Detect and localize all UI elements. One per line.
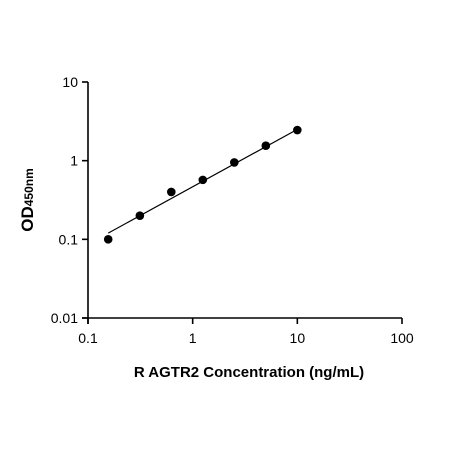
data-point bbox=[135, 211, 145, 220]
data-point bbox=[230, 158, 239, 167]
data-point bbox=[293, 125, 302, 135]
x-tick-label: 0.1 bbox=[78, 330, 98, 346]
y-axis-title: OD450nm bbox=[18, 168, 37, 232]
data-points bbox=[103, 125, 302, 244]
y-tick-label: 10 bbox=[62, 74, 78, 90]
data-point bbox=[103, 235, 113, 244]
x-axis-title: R AGTR2 Concentration (ng/mL) bbox=[134, 364, 364, 381]
x-tick-label: 100 bbox=[390, 330, 414, 346]
y-axis-title-sub: 450nm bbox=[22, 168, 36, 206]
data-point bbox=[198, 175, 208, 185]
y-tick-label: 0.1 bbox=[59, 231, 79, 247]
y-axis-title-main: OD bbox=[18, 206, 37, 232]
y-tick-label: 0.01 bbox=[51, 310, 78, 326]
x-tick-label: 1 bbox=[189, 330, 197, 346]
data-point bbox=[261, 141, 271, 150]
x-tick-label: 10 bbox=[290, 330, 306, 346]
data-point bbox=[167, 187, 176, 197]
y-tick-label: 1 bbox=[70, 153, 78, 169]
